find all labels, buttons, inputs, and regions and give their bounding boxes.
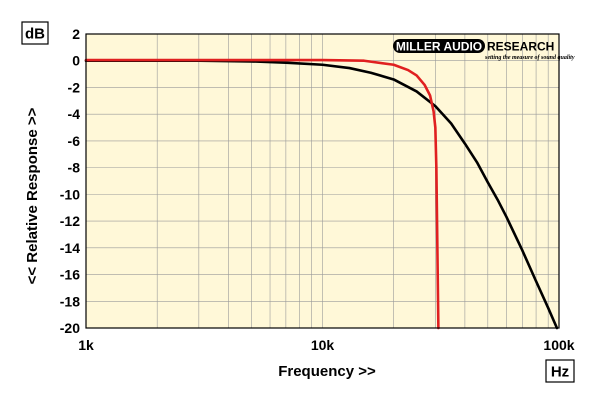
x-unit-frame	[545, 359, 575, 383]
y-tick-label: -16	[60, 267, 80, 283]
grid	[86, 33, 559, 329]
y-tick-label: 0	[72, 53, 80, 69]
series-group	[84, 58, 559, 330]
series-line-1	[84, 59, 559, 330]
plot-frame	[85, 33, 560, 329]
series-line-2	[84, 58, 440, 330]
x-tick-label: 100k	[543, 337, 574, 353]
x-tick-label: 10k	[311, 337, 335, 353]
y-unit-label: dB	[25, 26, 45, 43]
y-tick-label: -20	[60, 320, 80, 336]
y-axis-title: << Relative Response >>	[24, 107, 41, 284]
y-tick-label: -4	[68, 106, 81, 122]
y-tick-label: -12	[60, 213, 80, 229]
logo-tagline: setting the measure of sound quality	[484, 55, 575, 61]
y-tick-label: -8	[68, 160, 81, 176]
x-tick-label: 1k	[78, 337, 94, 353]
x-axis-title: Frequency >>	[278, 363, 376, 380]
x-unit-label: Hz	[551, 364, 569, 381]
y-tick-label: -18	[60, 293, 80, 309]
y-tick-label: -6	[68, 133, 81, 149]
x-unit-box: Hz	[545, 359, 575, 383]
logo-brand-right: RESEARCH	[487, 40, 554, 54]
y-tick-label: 2	[72, 26, 80, 42]
y-tick-label: -14	[60, 240, 80, 256]
logo-brand-left: MILLER AUDIO	[396, 40, 482, 54]
y-tick-label: -10	[60, 186, 80, 202]
brand-logo: MILLER AUDIO RESEARCH setting the measur…	[393, 39, 575, 61]
logo-pill	[393, 39, 485, 53]
y-unit-frame	[21, 21, 49, 45]
y-tick-label: -2	[68, 79, 81, 95]
y-unit-box: dB	[21, 21, 49, 45]
